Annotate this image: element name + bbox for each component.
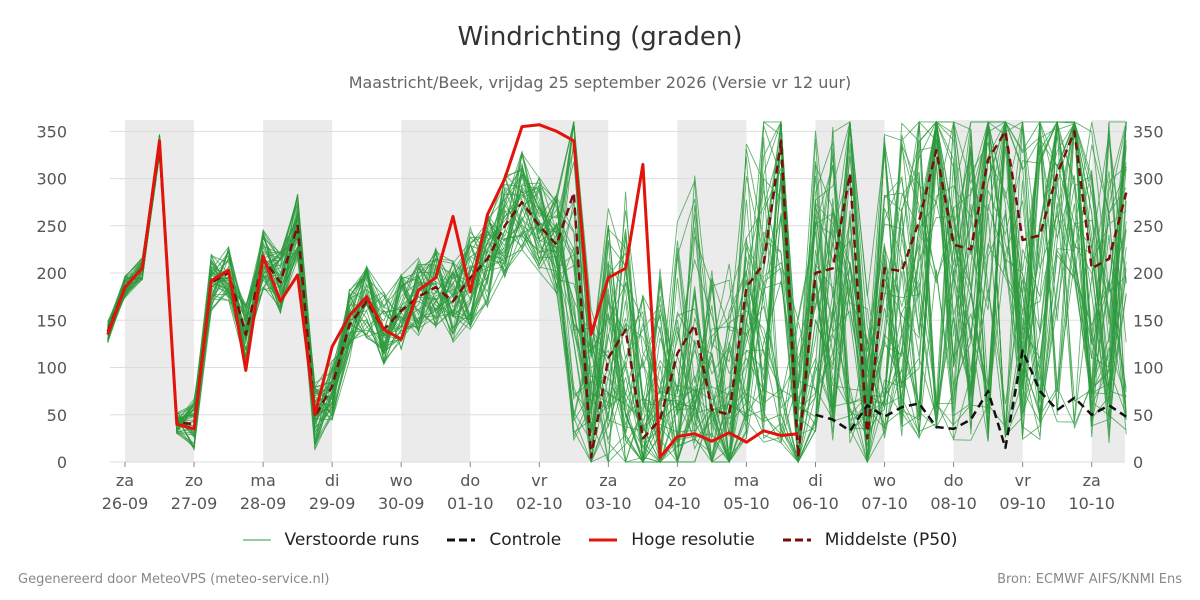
footer-credit: Gegenereerd door MeteoVPS (meteo-service… [18,572,330,587]
x-tick-label-day: do [460,471,480,490]
x-tick-label-date: 03-10 [585,494,632,513]
series-line-control [815,349,1127,450]
main-series [106,123,1128,459]
x-tick-label-day: za [116,471,134,490]
y-tick-label-left: 250 [36,217,67,236]
ensemble-member-line [107,120,1127,463]
x-tick-label-day: za [599,471,617,490]
x-tick-label-day: wo [873,471,896,490]
legend-label: Hoge resolutie [631,530,755,550]
x-tick-label-date: 27-09 [171,494,218,513]
x-tick-label-date: 01-10 [447,494,494,513]
y-tick-label-left: 0 [57,453,67,472]
ensemble-member-line [107,121,1127,464]
ensemble-member-line [107,121,1127,463]
ensemble-member-line [107,121,1127,450]
ensemble-member-line [107,121,1127,463]
y-tick-label-left: 300 [36,170,67,189]
ensemble-member-line [107,121,1127,463]
x-tick-label-day: ma [250,471,275,490]
x-tick-label-day: vr [1015,471,1031,490]
ensemble-member-line [107,121,1127,464]
y-tick-label-left: 100 [36,359,67,378]
legend-swatch-hires [589,538,618,542]
x-tick-label-day: di [808,471,823,490]
legend-swatch-median [782,538,811,542]
legend-swatch-ensemble [242,539,271,541]
y-tick-label-right: 150 [1133,311,1164,330]
x-tick-label-date: 07-10 [861,494,908,513]
ensemble-member-line [107,121,1127,464]
legend-label: Controle [489,530,562,550]
x-tick-label-date: 08-10 [930,494,977,513]
legend-item-ensemble: Verstoorde runs [242,530,420,550]
series-line-median [106,130,1128,459]
x-tick-label-date: 26-09 [102,494,149,513]
ensemble-member-line [107,121,1127,464]
x-tick-label-date: 02-10 [516,494,563,513]
x-tick-label-day: zo [668,471,686,490]
footer-source: Bron: ECMWF AIFS/KNMI Ens [997,572,1182,587]
day-band [125,120,195,462]
series-line-hires [106,123,799,459]
x-tick-label-day: ma [734,471,759,490]
x-tick-label-day: wo [390,471,413,490]
ensemble-member-line [107,121,1127,464]
x-tick-label-date: 29-09 [309,494,356,513]
x-tick-label-date: 30-09 [378,494,425,513]
x-tick-label-day: vr [531,471,547,490]
y-tick-label-left: 350 [36,122,67,141]
x-tick-label-date: 06-10 [792,494,839,513]
legend-item-hires: Hoge resolutie [589,530,755,550]
y-tick-label-right: 100 [1133,359,1164,378]
y-tick-label-left: 150 [36,311,67,330]
y-tick-label-right: 300 [1133,170,1164,189]
x-tick-label-date: 28-09 [240,494,287,513]
x-tick-label-day: zo [185,471,203,490]
legend-item-median: Middelste (P50) [782,530,958,550]
legend-item-control: Controle [447,530,561,550]
y-tick-label-right: 50 [1133,406,1153,425]
axes: 0 0 50 50 100 100 150 150 200 200 250 250 300 300 350 3… [36,122,1163,513]
x-tick-label-date: 10-10 [1068,494,1115,513]
x-tick-label-day: do [944,471,964,490]
chart-title: Windrichting (graden) [457,22,743,52]
y-tick-label-right: 200 [1133,264,1164,283]
x-tick-label-date: 05-10 [723,494,770,513]
x-tick-label-date: 09-10 [999,494,1046,513]
ensemble-member-line [107,121,1127,463]
ensemble-lines [107,120,1127,464]
x-tick-label-day: di [325,471,340,490]
legend-label: Verstoorde runs [284,530,420,550]
y-tick-label-right: 250 [1133,217,1164,236]
x-tick-label-date: 04-10 [654,494,701,513]
chart-subtitle: Maastricht/Beek, vrijdag 25 september 20… [348,73,852,92]
x-tick-label-day: za [1083,471,1101,490]
ensemble-member-line [107,121,1127,463]
ensemble-member-line [107,121,1127,463]
y-tick-label-left: 50 [47,406,67,425]
ensemble-member-line [107,121,1127,464]
legend: Verstoorde runs Controle Hoge resolutie … [0,530,1200,550]
ensemble-member-line [107,121,1127,463]
legend-swatch-control [447,538,476,542]
y-tick-label-right: 0 [1133,453,1143,472]
y-tick-label-right: 350 [1133,122,1164,141]
legend-label: Middelste (P50) [824,530,958,550]
y-tick-label-left: 200 [36,264,67,283]
